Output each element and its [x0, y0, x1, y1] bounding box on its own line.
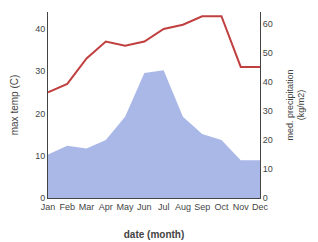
svg-text:Jul: Jul	[158, 202, 170, 212]
svg-text:0: 0	[40, 193, 45, 203]
svg-text:Apr: Apr	[99, 202, 113, 212]
svg-text:30: 30	[35, 66, 45, 76]
svg-text:May: May	[117, 202, 135, 212]
svg-text:20: 20	[263, 135, 273, 145]
svg-text:Jan: Jan	[41, 202, 56, 212]
svg-text:Sep: Sep	[194, 202, 210, 212]
svg-text:Feb: Feb	[60, 202, 76, 212]
svg-text:date (month): date (month)	[124, 229, 185, 240]
svg-text:max temp (C): max temp (C)	[9, 75, 20, 136]
svg-text:Jun: Jun	[137, 202, 152, 212]
svg-text:Nov: Nov	[233, 202, 250, 212]
svg-text:10: 10	[263, 164, 273, 174]
svg-text:Oct: Oct	[214, 202, 229, 212]
svg-text:30: 30	[263, 106, 273, 116]
svg-text:40: 40	[35, 24, 45, 34]
svg-text:40: 40	[263, 77, 273, 87]
svg-text:Mar: Mar	[79, 202, 95, 212]
svg-text:60: 60	[263, 19, 273, 29]
svg-text:Dec: Dec	[252, 202, 269, 212]
svg-text:10: 10	[35, 151, 45, 161]
svg-text:50: 50	[263, 48, 273, 58]
svg-text:med. precipitation(kg/m2): med. precipitation(kg/m2)	[285, 69, 307, 140]
svg-text:Aug: Aug	[175, 202, 191, 212]
svg-text:0: 0	[263, 193, 268, 203]
svg-text:20: 20	[35, 109, 45, 119]
